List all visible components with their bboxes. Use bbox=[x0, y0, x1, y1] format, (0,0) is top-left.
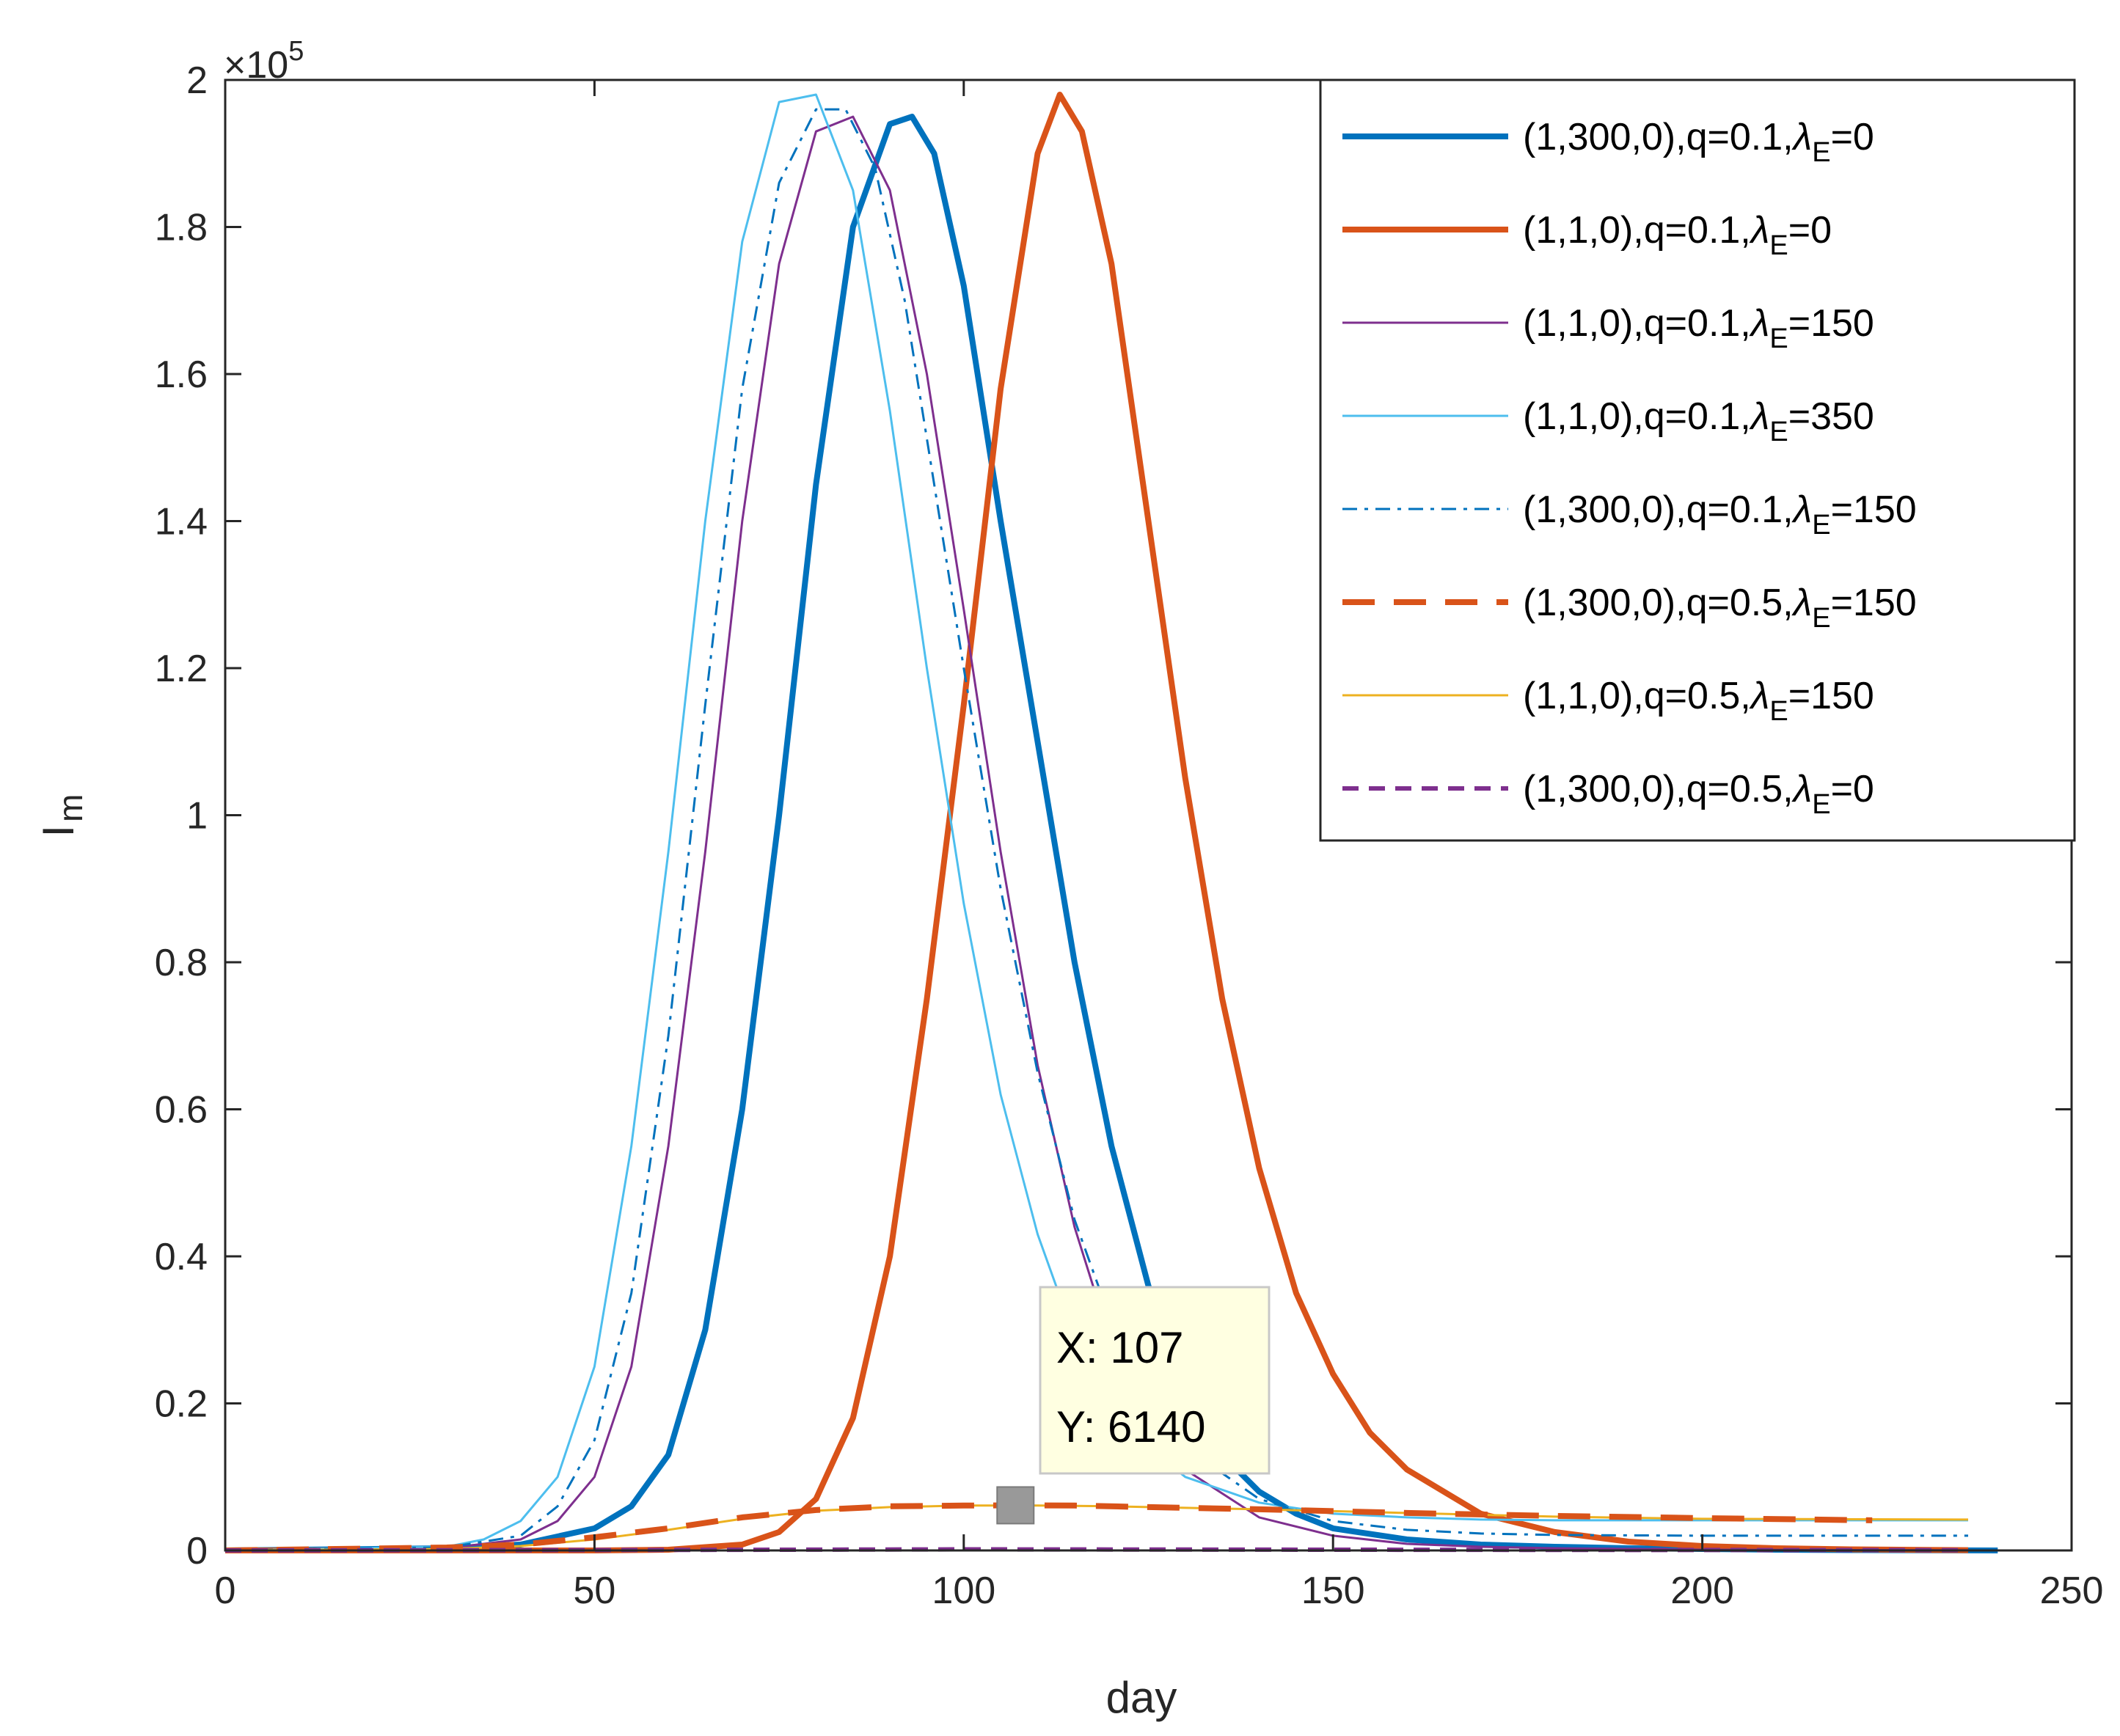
x-tick-label: 100 bbox=[932, 1570, 995, 1612]
y-tick-label: 0 bbox=[186, 1530, 208, 1572]
x-tick-label: 200 bbox=[1670, 1570, 1734, 1612]
legend: (1,300,0),q=0.1,λE=0 (1,1,0),q=0.1,λE=0 (1… bbox=[1319, 78, 2076, 842]
data-tip[interactable]: X: 107 Y: 6140 bbox=[996, 1286, 1271, 1525]
y-tick-label: 1.2 bbox=[155, 648, 208, 690]
data-tip-x-text: X: 107 bbox=[1056, 1323, 1183, 1372]
series-line-3 bbox=[224, 115, 1969, 1552]
legend-label-2: (1,1,0),q=0.1,λE=0 bbox=[1523, 209, 1832, 261]
y-exponent-label: ×105 bbox=[224, 36, 304, 87]
x-axis-label: day bbox=[1106, 1673, 1177, 1722]
legend-items: (1,300,0),q=0.1,λE=0 (1,1,0),q=0.1,λE=0 (1… bbox=[1342, 116, 1917, 820]
plot-lines bbox=[224, 92, 1998, 1553]
data-tip-marker[interactable] bbox=[996, 1486, 1035, 1525]
y-tick-label: 1.8 bbox=[155, 207, 208, 249]
series-line-5 bbox=[224, 108, 1968, 1552]
x-tick-label: 50 bbox=[573, 1570, 615, 1612]
legend-label-5: (1,300,0),q=0.1,λE=150 bbox=[1523, 488, 1917, 541]
legend-label-3: (1,1,0),q=0.1,λE=150 bbox=[1523, 302, 1874, 354]
legend-label-1: (1,300,0),q=0.1,λE=0 bbox=[1523, 116, 1874, 168]
y-tick-label: 0.8 bbox=[155, 942, 208, 984]
legend-box bbox=[1319, 78, 2076, 842]
y-tick-labels: 0 0.2 0.4 0.6 0.8 1 1.2 1.4 1.6 1.8 2 bbox=[155, 59, 208, 1572]
legend-label-8: (1,300,0),q=0.5,λE=0 bbox=[1523, 768, 1874, 820]
y-tick-label: 2 bbox=[186, 59, 208, 102]
legend-label-7: (1,1,0),q=0.5,λE=150 bbox=[1523, 675, 1874, 727]
series-line-4 bbox=[224, 93, 1968, 1552]
y-tick-label: 0.2 bbox=[155, 1383, 208, 1426]
series-line-2 bbox=[225, 92, 1969, 1553]
data-tip-y-text: Y: 6140 bbox=[1056, 1402, 1206, 1451]
y-tick-label: 0.4 bbox=[155, 1236, 208, 1278]
legend-label-6: (1,300,0),q=0.5,λE=150 bbox=[1523, 582, 1917, 634]
y-tick-label: 1 bbox=[186, 795, 208, 838]
y-tick-label: 1.4 bbox=[155, 501, 208, 543]
data-tip-box bbox=[1039, 1286, 1271, 1475]
x-tick-labels: 0 50 100 150 200 250 bbox=[215, 1570, 2104, 1612]
y-axis-label: Im bbox=[34, 794, 89, 838]
series-line-6 bbox=[224, 1502, 1873, 1553]
legend-label-4: (1,1,0),q=0.1,λE=350 bbox=[1523, 395, 1874, 447]
y-tick-label: 0.6 bbox=[155, 1089, 208, 1132]
x-tick-label: 250 bbox=[2040, 1570, 2104, 1612]
x-tick-label: 150 bbox=[1301, 1570, 1365, 1612]
x-tick-label: 0 bbox=[215, 1570, 236, 1612]
y-tick-label: 1.6 bbox=[155, 354, 208, 396]
